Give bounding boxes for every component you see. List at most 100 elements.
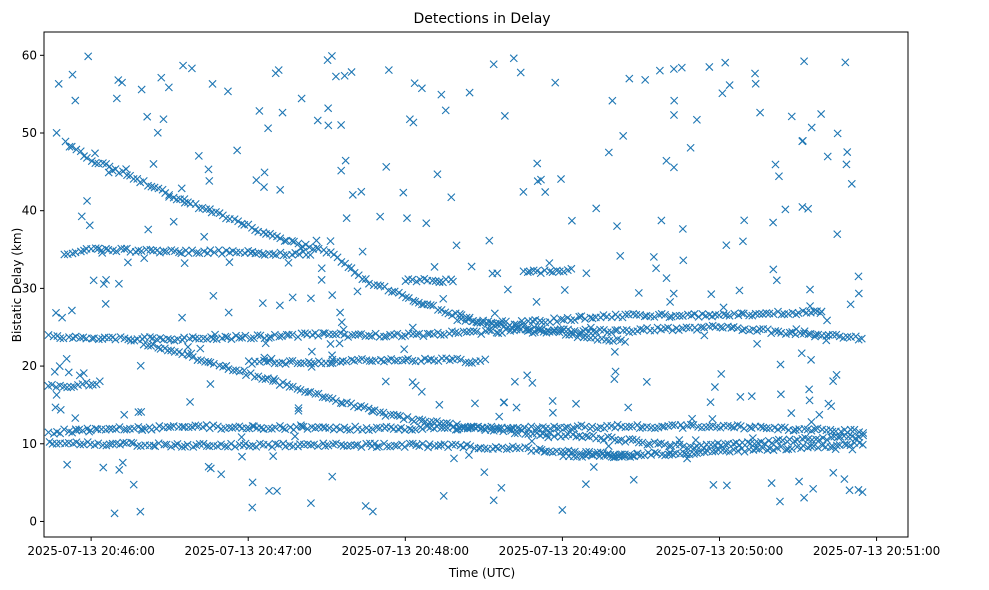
data-point xyxy=(231,442,240,451)
data-point xyxy=(60,250,69,259)
data-point xyxy=(611,326,620,335)
data-point xyxy=(740,325,749,334)
data-point xyxy=(217,440,226,449)
data-point xyxy=(785,435,794,444)
data-point xyxy=(415,442,424,451)
data-point xyxy=(810,425,819,434)
data-point xyxy=(545,259,554,268)
data-point xyxy=(91,244,100,253)
data-point xyxy=(641,75,650,84)
data-point xyxy=(515,424,524,433)
data-point xyxy=(792,325,801,334)
data-point xyxy=(271,439,280,448)
data-point xyxy=(737,309,746,318)
data-point xyxy=(60,425,69,434)
data-point xyxy=(401,356,410,364)
data-point xyxy=(434,305,442,314)
data-point xyxy=(209,421,218,430)
data-point xyxy=(375,408,384,417)
data-point xyxy=(337,166,346,175)
data-point xyxy=(809,442,818,451)
data-point xyxy=(260,250,269,259)
data-point xyxy=(557,315,566,324)
data-point xyxy=(599,326,608,334)
data-point xyxy=(258,250,267,259)
data-point xyxy=(781,205,790,214)
data-point xyxy=(814,443,823,452)
data-point xyxy=(491,443,500,452)
data-point xyxy=(296,421,305,430)
data-point xyxy=(325,424,334,433)
data-point xyxy=(560,286,569,294)
data-point xyxy=(63,460,72,469)
data-point xyxy=(102,160,111,169)
data-point xyxy=(668,420,677,429)
data-point xyxy=(417,84,426,93)
data-point xyxy=(721,58,730,67)
data-point xyxy=(85,221,94,230)
data-point xyxy=(162,247,171,256)
data-point xyxy=(560,423,569,432)
data-point xyxy=(67,306,76,315)
data-point xyxy=(260,183,268,192)
data-point xyxy=(147,425,156,434)
data-point xyxy=(136,507,145,516)
data-point xyxy=(278,378,287,387)
data-point xyxy=(433,422,442,431)
data-point xyxy=(48,380,56,389)
data-point xyxy=(98,441,107,450)
data-point xyxy=(628,451,637,460)
data-point xyxy=(811,330,820,339)
data-point xyxy=(145,333,154,342)
data-point xyxy=(804,204,813,213)
data-point xyxy=(155,422,164,431)
data-point xyxy=(629,475,638,484)
data-point xyxy=(114,279,123,288)
data-point xyxy=(843,333,852,342)
data-point xyxy=(143,112,152,121)
y-tick-label: 60 xyxy=(22,48,37,62)
data-point xyxy=(350,268,359,277)
data-point xyxy=(200,232,209,241)
data-point xyxy=(331,72,340,81)
data-point xyxy=(415,415,424,424)
data-point xyxy=(340,71,349,80)
data-point xyxy=(440,330,449,339)
data-point xyxy=(405,439,414,448)
data-point xyxy=(329,250,338,259)
data-point xyxy=(296,359,305,368)
data-point xyxy=(75,371,84,380)
data-point xyxy=(740,447,749,456)
data-point xyxy=(677,63,686,72)
data-point xyxy=(759,423,768,432)
x-axis-label: Time (UTC) xyxy=(448,566,515,580)
data-point xyxy=(718,323,727,332)
data-point xyxy=(664,323,673,332)
data-point xyxy=(357,187,366,196)
data-point xyxy=(115,168,123,177)
data-point xyxy=(410,79,419,88)
data-point xyxy=(112,94,121,103)
data-point xyxy=(544,433,553,442)
data-point xyxy=(634,288,643,297)
data-point xyxy=(806,302,815,311)
data-point xyxy=(588,422,597,431)
data-point xyxy=(747,392,756,401)
data-point xyxy=(564,325,573,334)
data-point xyxy=(694,312,703,321)
data-point xyxy=(654,310,663,319)
data-point xyxy=(520,423,529,432)
data-point xyxy=(472,327,481,336)
data-point xyxy=(71,332,80,341)
data-point xyxy=(233,146,242,155)
data-point xyxy=(186,397,195,406)
data-point xyxy=(829,377,838,386)
data-point xyxy=(48,439,57,448)
data-point xyxy=(71,414,80,423)
data-point xyxy=(209,291,218,300)
data-point xyxy=(751,309,760,318)
data-point xyxy=(104,168,113,177)
y-tick-label: 20 xyxy=(22,359,37,373)
data-point xyxy=(773,425,782,434)
